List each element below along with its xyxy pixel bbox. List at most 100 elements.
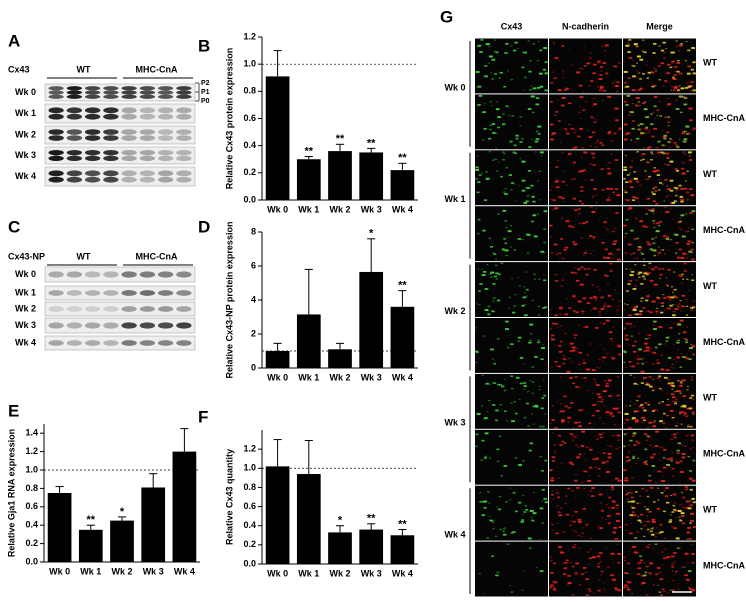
stain — [597, 467, 601, 470]
stain — [668, 299, 672, 301]
stain — [489, 128, 492, 131]
stain — [626, 208, 630, 211]
genotype-label: MHC-CnA — [703, 560, 745, 570]
stain — [685, 40, 688, 43]
stain — [609, 445, 613, 447]
stain — [591, 426, 593, 429]
blot-band — [139, 340, 156, 346]
significance: ** — [87, 514, 96, 526]
y-tick-label: 1.2 — [243, 444, 256, 454]
stain — [632, 252, 636, 255]
stain — [503, 238, 507, 240]
stain — [643, 561, 646, 564]
stain — [680, 200, 684, 203]
stain — [522, 296, 527, 299]
stain — [659, 221, 663, 223]
stain — [531, 381, 535, 383]
stain — [606, 310, 608, 312]
stain — [644, 87, 647, 89]
stain — [530, 95, 535, 98]
stain — [653, 501, 656, 503]
stain — [497, 116, 502, 119]
stain — [570, 271, 575, 274]
stain — [623, 445, 626, 448]
stain — [549, 556, 552, 559]
week-label: Wk 3 — [444, 418, 465, 428]
stain — [527, 537, 532, 540]
stain — [550, 477, 554, 479]
stain — [669, 138, 672, 140]
stain — [600, 509, 604, 512]
stain — [567, 152, 572, 155]
stain — [655, 377, 657, 379]
stain — [608, 162, 612, 164]
stain — [665, 284, 669, 286]
stain — [663, 376, 668, 379]
stain — [597, 60, 601, 63]
stain — [650, 528, 653, 530]
stain — [638, 395, 641, 398]
significance: ** — [398, 518, 407, 530]
stain — [667, 117, 670, 120]
stain — [691, 343, 694, 346]
y-axis-label: Relative Cx43 protein expression — [224, 48, 234, 190]
stain — [640, 404, 644, 406]
stain — [648, 209, 652, 211]
stain — [637, 442, 641, 444]
stain — [686, 72, 691, 75]
stain — [691, 498, 695, 500]
stain — [687, 151, 692, 154]
stain — [659, 311, 664, 314]
stain — [549, 559, 553, 562]
stain — [533, 278, 537, 280]
stain — [488, 62, 491, 64]
stain — [592, 307, 595, 309]
stain — [587, 563, 590, 565]
stain — [639, 310, 643, 313]
stain — [606, 282, 609, 285]
stain — [502, 530, 505, 533]
stain — [610, 153, 613, 155]
stain — [679, 275, 683, 277]
stain — [612, 531, 617, 534]
stain — [557, 89, 562, 92]
stain — [571, 545, 574, 547]
stain — [665, 336, 670, 339]
stain — [633, 257, 635, 259]
stain — [573, 267, 577, 269]
bar — [328, 532, 352, 564]
x-tick-label: Wk 4 — [392, 568, 413, 578]
stain — [496, 506, 498, 508]
stain — [631, 89, 636, 92]
stain — [559, 305, 563, 308]
stain — [686, 530, 690, 533]
bar — [390, 535, 415, 564]
stain — [672, 218, 675, 220]
stain — [645, 273, 649, 276]
blot-band — [48, 86, 64, 91]
stain — [637, 89, 642, 91]
stain — [597, 475, 601, 477]
blot-band — [176, 135, 192, 141]
stain — [623, 584, 628, 587]
stain — [670, 139, 673, 141]
stain — [551, 529, 554, 531]
stain — [642, 225, 646, 228]
stain — [568, 224, 571, 227]
stain — [670, 457, 673, 459]
stain — [653, 167, 657, 169]
stain — [485, 178, 489, 180]
stain — [674, 70, 677, 72]
stain — [587, 480, 592, 482]
stain — [662, 85, 665, 87]
stain — [571, 490, 574, 492]
stain — [599, 344, 601, 346]
blot-band — [139, 135, 156, 141]
stain — [643, 409, 647, 412]
blot-band — [48, 94, 64, 99]
stain — [682, 395, 686, 397]
stain — [626, 432, 628, 434]
stain — [575, 444, 578, 446]
stain — [508, 307, 511, 309]
stain — [544, 72, 549, 75]
